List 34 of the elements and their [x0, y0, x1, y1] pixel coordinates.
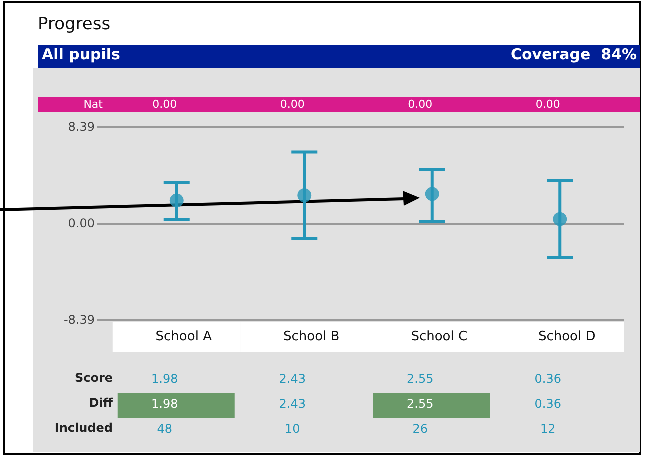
text: Included: [54, 421, 113, 435]
data-label: 1.98: [152, 372, 178, 386]
text: Coverage 84%: [510, 46, 637, 64]
text: Nat: [84, 98, 104, 111]
text: 0.00: [280, 98, 305, 111]
text: Diff: [89, 396, 114, 410]
point: [298, 188, 312, 203]
point: [425, 187, 440, 202]
text: 0.00: [536, 98, 560, 111]
text: 48: [157, 422, 173, 436]
x-tick-label: School D: [538, 330, 596, 344]
y-tick-label: -8.39: [64, 313, 95, 327]
text: 12: [540, 422, 556, 436]
x-tick-label: School A: [156, 330, 212, 344]
y-tick-label: 8.39: [68, 120, 95, 134]
text: 0.00: [408, 98, 433, 111]
text: 10: [284, 422, 300, 436]
data-label: 0.36: [534, 372, 562, 386]
text: 2.55: [407, 397, 434, 411]
data-label: 2.43: [279, 372, 306, 386]
text: 0.00: [152, 98, 178, 111]
data-label: 2.55: [407, 372, 434, 386]
text: 0.36: [534, 397, 562, 411]
x-tick-label: School C: [411, 330, 468, 344]
text: 26: [412, 422, 428, 436]
text: 2.43: [279, 397, 306, 411]
text: Score: [74, 371, 113, 385]
chart-subtitle: All pupils: [42, 46, 121, 64]
text: 1.98: [152, 397, 178, 411]
y-tick-label: 0.00: [68, 216, 95, 230]
point: [170, 194, 184, 208]
chart-title: Progress: [38, 14, 111, 34]
x-tick-label: School B: [284, 330, 340, 344]
point: [553, 212, 568, 226]
